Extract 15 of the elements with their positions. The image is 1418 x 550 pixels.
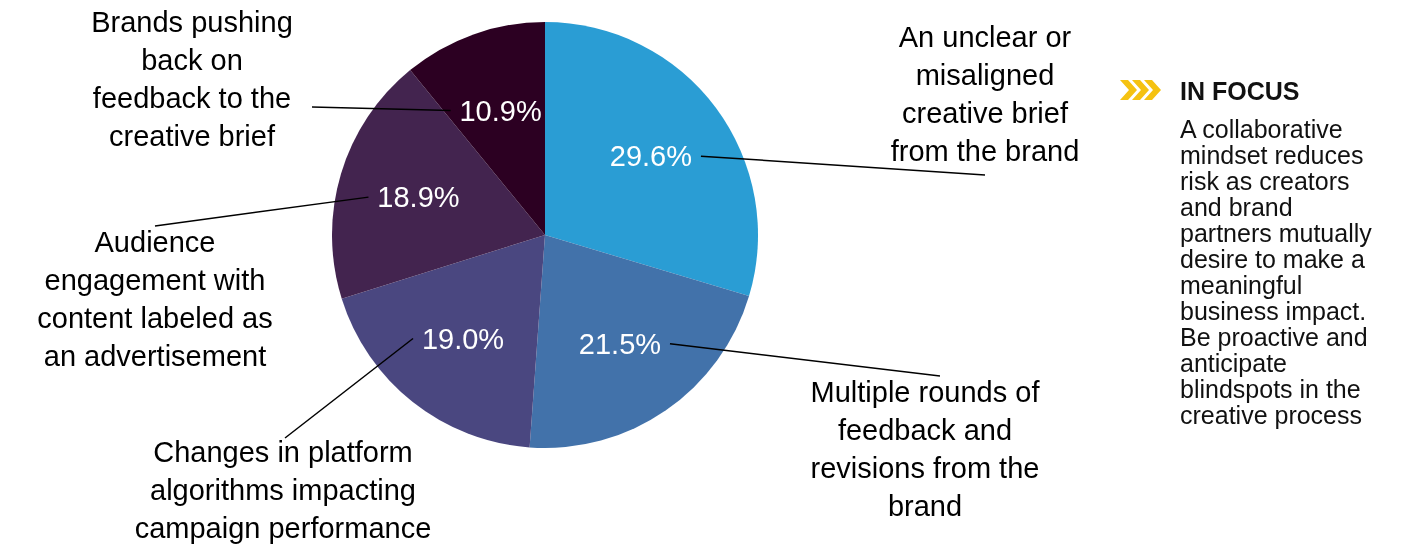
pie-slice: [332, 70, 545, 299]
slice-label: An unclear or misaligned creative brief from the brand: [890, 21, 1080, 167]
data-label: 29.6%: [609, 140, 693, 173]
data-label: 19.0%: [421, 322, 505, 355]
pie-slice: [529, 235, 750, 448]
data-label: 18.9%: [377, 181, 460, 214]
slice-label: Multiple rounds of feedback and revisions from the brand: [810, 376, 1041, 522]
slice-label: Changes in platform algorithms impacting campaign performance: [134, 436, 432, 544]
data-label: 10.9%: [459, 94, 542, 127]
slice-label: Brands pushing back on feedback to the creative brief: [91, 6, 293, 152]
data-label: 21.5%: [578, 327, 662, 360]
pie-slice: [545, 22, 758, 297]
text: A collaborative mindset reduces risk as creators and brand partners mutually desire to make a meaningful business impact. Be proactive and anticipate blindspots in the creative process: [1180, 115, 1372, 429]
slice-label: Audience engagement with content labeled as an advertisement: [37, 226, 273, 372]
text: IN FOCUS: [1180, 77, 1300, 105]
